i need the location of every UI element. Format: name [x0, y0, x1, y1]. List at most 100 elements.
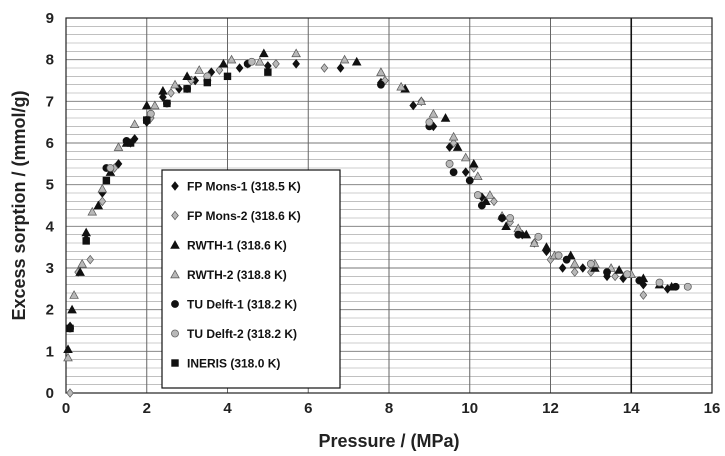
data-point [159, 92, 167, 102]
data-point [396, 81, 406, 91]
y-tick-label: 9 [46, 10, 54, 27]
data-point [126, 139, 135, 147]
legend-marker [171, 300, 179, 308]
data-point [82, 237, 90, 245]
data-point [529, 238, 540, 247]
data-point [477, 201, 486, 210]
data-point [514, 230, 523, 239]
y-axis-title: Excess sorption / (mmol/g) [9, 90, 29, 320]
legend-label: INERIS (318.0 K) [187, 357, 280, 371]
data-point [146, 109, 155, 118]
data-point [163, 99, 171, 108]
data-point [461, 167, 470, 177]
data-point [635, 276, 644, 285]
x-tick-label: 0 [62, 400, 70, 417]
data-point [339, 54, 350, 64]
x-axis-ticks: 0 2 4 6 8 10 12 14 16 [62, 400, 721, 417]
data-point [449, 168, 458, 177]
data-point [203, 72, 212, 81]
data-point [416, 96, 427, 106]
data-point [376, 67, 386, 76]
legend-marker [171, 359, 179, 367]
legend-marker [170, 240, 180, 249]
x-axis-title: Pressure / (MPa) [318, 431, 459, 451]
data-point [671, 282, 680, 291]
data-point [639, 290, 648, 300]
series-6 [66, 68, 272, 333]
data-point [569, 258, 580, 268]
y-tick-label: 4 [46, 218, 55, 235]
data-point [452, 142, 463, 151]
data-point [113, 142, 124, 151]
data-point [264, 68, 272, 76]
data-point [490, 196, 498, 207]
data-point [87, 206, 98, 216]
legend-label: FP Mons-2 (318.6 K) [187, 209, 301, 223]
y-tick-label: 2 [46, 302, 54, 319]
data-point [409, 100, 418, 111]
series-2 [63, 48, 677, 353]
x-tick-label: 6 [304, 400, 312, 417]
data-point [69, 290, 79, 299]
series-3 [63, 48, 637, 362]
x-tick-label: 14 [623, 400, 640, 417]
data-point [449, 138, 458, 148]
data-point [102, 176, 111, 185]
plot-area-frame [65, 17, 713, 394]
data-point [501, 221, 511, 231]
data-point [150, 100, 160, 110]
data-point [498, 214, 506, 222]
data-point [81, 227, 91, 237]
data-point [226, 54, 237, 64]
legend-label: TU Delft-2 (318.2 K) [187, 327, 297, 341]
data-point [336, 63, 345, 73]
data-point [67, 304, 77, 314]
y-axis-ticks: 0 1 2 3 4 5 6 7 8 9 [46, 10, 55, 402]
series-5 [106, 57, 692, 291]
data-point [170, 79, 180, 89]
data-point [590, 263, 600, 272]
data-point [428, 108, 439, 118]
data-point [143, 116, 151, 124]
data-point [534, 232, 543, 241]
data-point [129, 119, 140, 128]
data-point [320, 63, 329, 73]
data-point [460, 152, 471, 162]
data-point [473, 191, 482, 200]
y-tick-label: 3 [46, 260, 54, 277]
legend: FP Mons-1 (318.5 K) FP Mons-2 (318.6 K) RW… [161, 169, 341, 389]
data-point [75, 267, 85, 276]
data-point [513, 223, 523, 233]
data-point [66, 388, 74, 398]
y-tick-label: 1 [46, 343, 54, 360]
y-tick-label: 5 [46, 177, 54, 194]
data-point [63, 344, 73, 353]
data-point [611, 271, 619, 282]
data-point [235, 63, 244, 73]
x-tick-label: 12 [542, 400, 559, 417]
data-point [183, 85, 191, 93]
data-point [182, 71, 192, 81]
data-point [623, 270, 632, 279]
data-point [158, 85, 168, 95]
data-point [425, 118, 434, 127]
data-point [223, 72, 232, 81]
data-point [272, 59, 280, 69]
data-point [255, 56, 265, 66]
legend-marker [171, 329, 179, 338]
data-point [541, 242, 552, 251]
x-tick-label: 16 [704, 400, 721, 417]
x-tick-label: 10 [461, 400, 478, 417]
series-1 [66, 59, 648, 398]
data-point [562, 255, 571, 264]
legend-marker [171, 210, 179, 221]
data-point [66, 324, 74, 333]
data-point [377, 80, 385, 89]
y-tick-label: 0 [46, 385, 54, 402]
data-point [473, 171, 483, 181]
data-point [194, 65, 205, 74]
data-point [167, 88, 175, 98]
x-tick-label: 2 [143, 400, 151, 417]
data-point [98, 196, 107, 207]
y-tick-label: 7 [46, 93, 54, 110]
